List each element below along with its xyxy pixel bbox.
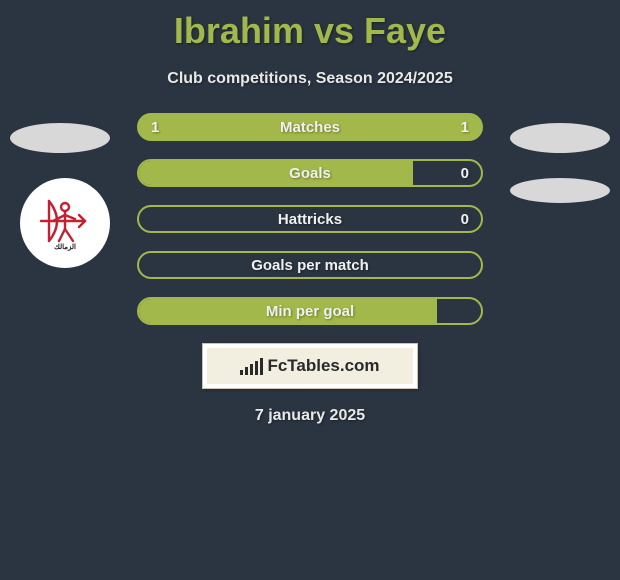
player-left-silhouette: [10, 123, 110, 153]
svg-text:الزمالك: الزمالك: [54, 243, 76, 251]
stat-row-matches: 1 Matches 1: [137, 113, 483, 141]
stat-right-value: 0: [461, 165, 469, 182]
stat-left-value: 1: [151, 119, 159, 136]
brand-box[interactable]: FcTables.com: [202, 343, 418, 389]
stat-right-value: 1: [461, 119, 469, 136]
stats-panel: 1 Matches 1 Goals 0 Hattricks 0 Goals pe…: [137, 113, 483, 325]
stat-label: Goals: [289, 165, 331, 182]
stat-label: Goals per match: [251, 257, 369, 274]
stat-fill: [139, 161, 413, 185]
stat-label: Min per goal: [266, 303, 354, 320]
stat-row-goals-per-match: Goals per match: [137, 251, 483, 279]
stat-label: Hattricks: [278, 211, 342, 228]
bar-chart-icon: [240, 357, 263, 375]
page-title: Ibrahim vs Faye: [0, 0, 620, 52]
subtitle: Club competitions, Season 2024/2025: [0, 70, 620, 88]
stat-label: Matches: [280, 119, 340, 136]
stat-right-value: 0: [461, 211, 469, 228]
date-label: 7 january 2025: [0, 407, 620, 425]
stat-row-hattricks: Hattricks 0: [137, 205, 483, 233]
club-left-crest: الزمالك: [20, 178, 110, 268]
player-right-silhouette: [510, 123, 610, 153]
brand-text: FcTables.com: [267, 356, 379, 376]
club-right-silhouette: [510, 178, 610, 203]
stat-row-min-per-goal: Min per goal: [137, 297, 483, 325]
stat-row-goals: Goals 0: [137, 159, 483, 187]
archer-crest-icon: الزمالك: [35, 191, 95, 256]
